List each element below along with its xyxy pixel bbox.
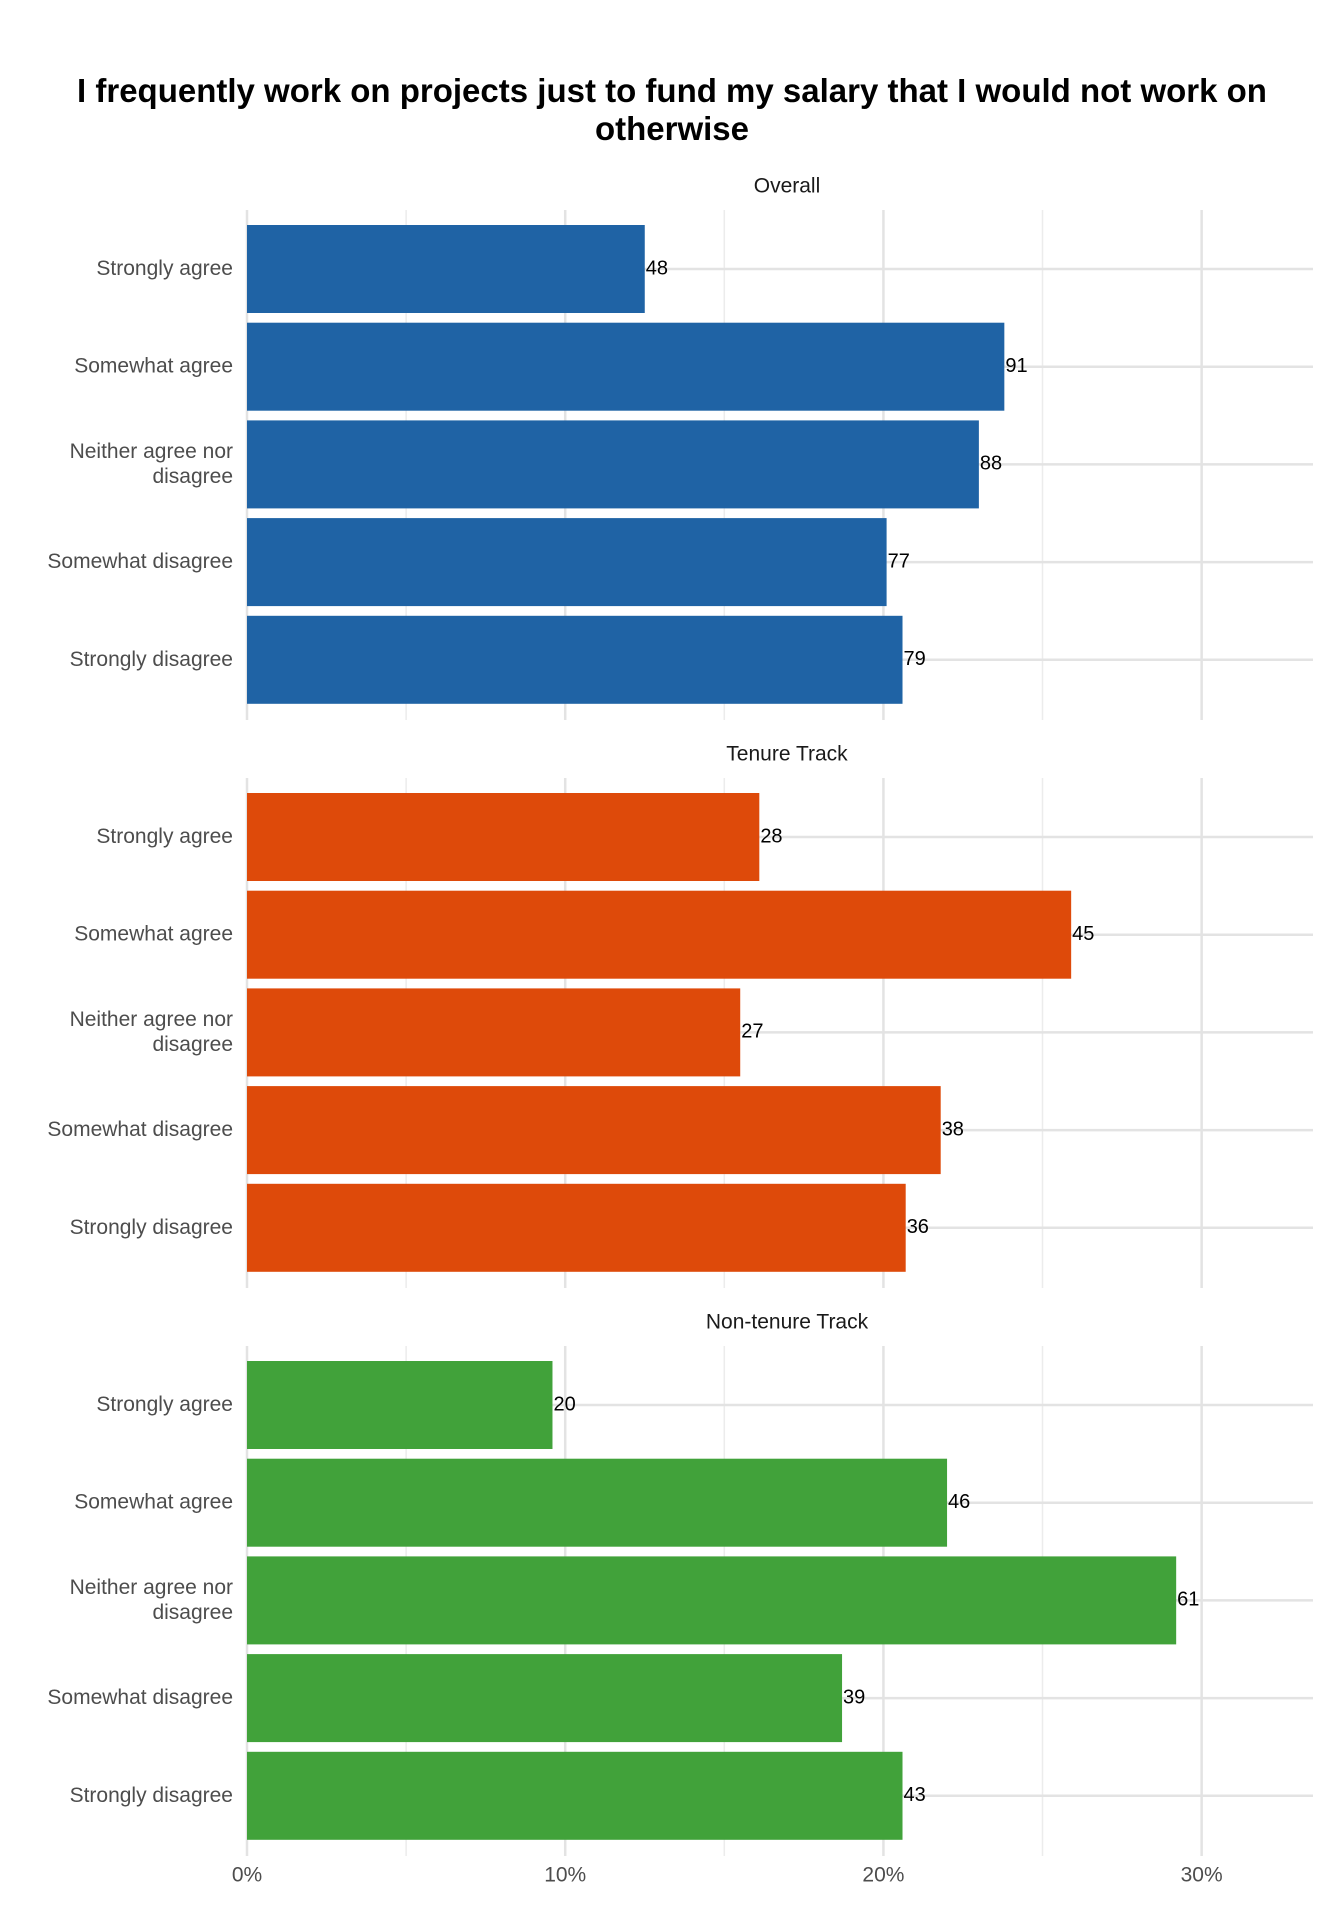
data-label: 39 (843, 1686, 865, 1708)
data-label: 28 (760, 825, 782, 847)
data-label: 79 (904, 648, 926, 670)
x-tick-label: 0% (232, 1864, 262, 1887)
bar (247, 420, 979, 509)
bar (247, 793, 760, 881)
bar (247, 988, 741, 1077)
bar (247, 322, 1005, 411)
panel-label: Non-tenure Track (706, 1311, 869, 1334)
bar (247, 1086, 941, 1175)
data-label: 48 (646, 257, 668, 279)
data-label: 38 (942, 1118, 964, 1140)
bar (247, 615, 903, 704)
panel-label: Overall (754, 175, 821, 198)
data-label: 43 (904, 1784, 926, 1806)
x-tick-label: 10% (544, 1864, 586, 1887)
bar (247, 518, 887, 607)
data-label: 45 (1072, 923, 1094, 945)
y-tick-label: Strongly agree (96, 1393, 233, 1416)
y-tick-label: Neither agree nor disagree (70, 439, 233, 487)
panel-label: Tenure Track (726, 743, 848, 766)
data-label: 88 (980, 453, 1002, 475)
data-label: 61 (1177, 1589, 1199, 1611)
y-tick-label: Somewhat disagree (47, 1118, 233, 1141)
x-tick-label: 30% (1181, 1864, 1223, 1887)
bar (247, 1361, 553, 1449)
data-label: 27 (741, 1021, 763, 1043)
y-tick-label: Somewhat agree (74, 922, 233, 945)
y-tick-label: Strongly disagree (70, 647, 233, 670)
bar (247, 225, 645, 313)
bar (247, 1751, 903, 1840)
data-label: 36 (907, 1216, 929, 1238)
x-tick-label: 20% (862, 1864, 904, 1887)
y-tick-label: Neither agree nor disagree (70, 1007, 233, 1055)
y-tick-label: Somewhat agree (74, 354, 233, 377)
data-label: 77 (888, 550, 910, 572)
y-tick-label: Strongly disagree (70, 1215, 233, 1238)
y-tick-label: Strongly disagree (70, 1783, 233, 1806)
bar (247, 1556, 1177, 1645)
data-label: 20 (553, 1393, 575, 1415)
bar (247, 1654, 843, 1743)
chart-title: I frequently work on projects just to fu… (77, 72, 1267, 147)
y-tick-label: Somewhat agree (74, 1490, 233, 1513)
y-tick-label: Neither agree nor disagree (70, 1575, 233, 1623)
data-label: 91 (1005, 355, 1027, 377)
bar (247, 1183, 906, 1272)
y-tick-label: Somewhat disagree (47, 550, 233, 573)
y-tick-label: Somewhat disagree (47, 1686, 233, 1709)
bar (247, 1458, 948, 1547)
bar (247, 890, 1072, 979)
data-label: 46 (948, 1491, 970, 1513)
y-tick-label: Strongly agree (96, 825, 233, 848)
y-tick-label: Strongly agree (96, 257, 233, 280)
